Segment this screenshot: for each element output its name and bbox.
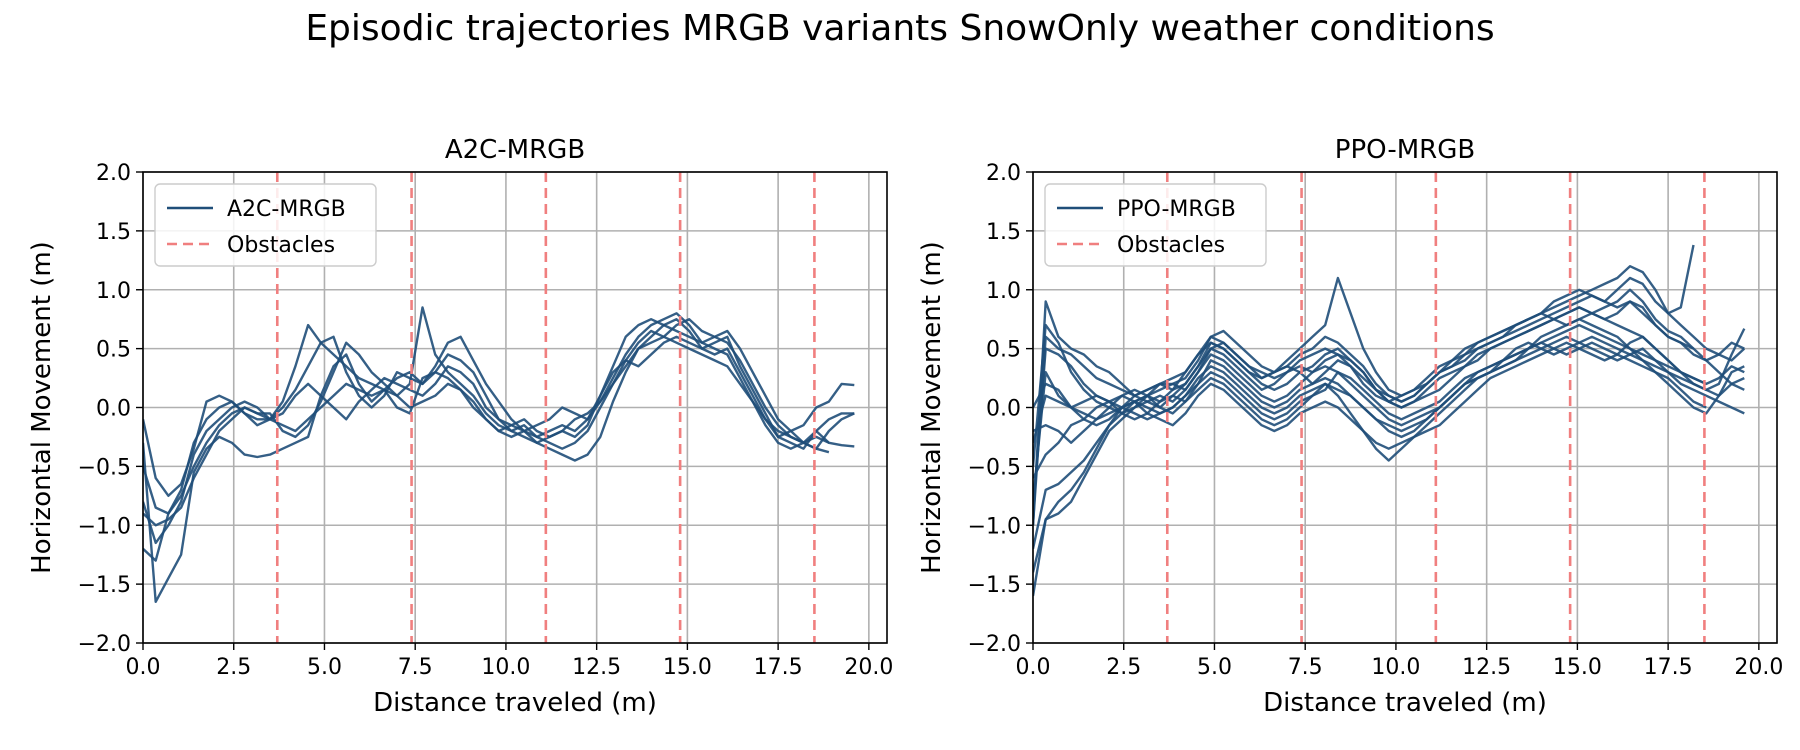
trajectory-line [143,323,855,497]
legend-label-obstacles: Obstacles [227,233,335,258]
x-tick-label: 2.5 [216,655,251,680]
x-tick-label: 0.0 [126,655,161,680]
y-tick-label: 0.0 [986,397,1021,422]
y-axis-label: Horizontal Movement (m) [27,241,57,574]
x-tick-label: 20.0 [1734,655,1783,680]
x-tick-label: 10.0 [1371,655,1420,680]
trajectory-line [1033,318,1745,462]
legend-box [154,183,377,267]
x-tick-label: 17.5 [754,655,803,680]
x-tick-label: 12.5 [572,655,621,680]
subplot-a2c: 0.0 2.5 5.0 7.5 10.0 12.5 15.0 17.5 20.0 −2.0 −1.5… [27,135,893,718]
subplot-title: PPO-MRGB [1335,135,1475,165]
x-tick-label: 0.0 [1016,655,1051,680]
y-tick-label: 0.5 [986,338,1021,363]
x-tick-label: 15.0 [1553,655,1602,680]
y-tick-label: −2.0 [78,632,131,657]
x-axis-label: Distance traveled (m) [1263,688,1547,718]
trajectory-line [1033,341,1707,514]
trajectory-line [143,318,855,545]
x-tick-label: 10.0 [481,655,530,680]
x-tick-label: 7.5 [398,655,433,680]
y-tick-label: −2.0 [968,632,1021,657]
y-tick-label: 0.5 [96,338,131,363]
trajectory-line [1033,306,1745,573]
trajectory-line [143,329,855,515]
trajectory-line [143,306,830,527]
y-tick-label: 2.0 [96,161,131,186]
y-tick-label: 1.5 [986,220,1021,245]
y-tick-label: −0.5 [78,455,131,480]
x-tick-label: 12.5 [1462,655,1511,680]
subplot-ppo: 0.0 2.5 5.0 7.5 10.0 12.5 15.0 17.5 20.0 −2.0 −1.5… [917,135,1783,718]
x-tick-label: 2.5 [1106,655,1141,680]
legend-label-trajectory: A2C-MRGB [227,197,346,222]
x-tick-label: 7.5 [1288,655,1323,680]
trajectory-line [1033,328,1746,444]
y-tick-label: −1.0 [968,514,1021,539]
x-tick-label: 5.0 [1197,655,1232,680]
y-tick-label: 0.0 [96,397,131,422]
y-tick-label: −0.5 [968,455,1021,480]
y-tick-label: −1.5 [78,573,131,598]
y-tick-label: −1.0 [78,514,131,539]
y-tick-label: 1.0 [986,279,1021,304]
trajectory-line [1033,276,1695,479]
y-tick-label: 2.0 [986,161,1021,186]
legend-label-obstacles: Obstacles [1117,233,1225,258]
legend-label-trajectory: PPO-MRGB [1117,197,1236,222]
legend-box [1044,183,1267,267]
subplot-title: A2C-MRGB [445,135,585,165]
trajectory-line [1033,335,1707,450]
y-tick-label: 1.5 [96,220,131,245]
x-tick-label: 5.0 [307,655,342,680]
x-axis-label: Distance traveled (m) [373,688,657,718]
trajectory-line [1033,288,1745,526]
y-axis-label: Horizontal Movement (m) [917,241,947,574]
x-tick-label: 20.0 [844,655,893,680]
y-tick-label: −1.5 [968,573,1021,598]
y-tick-label: 1.0 [96,279,131,304]
figure-title: Episodic trajectories MRGB variants Snow… [305,8,1495,49]
x-tick-label: 15.0 [663,655,712,680]
x-tick-label: 17.5 [1644,655,1693,680]
